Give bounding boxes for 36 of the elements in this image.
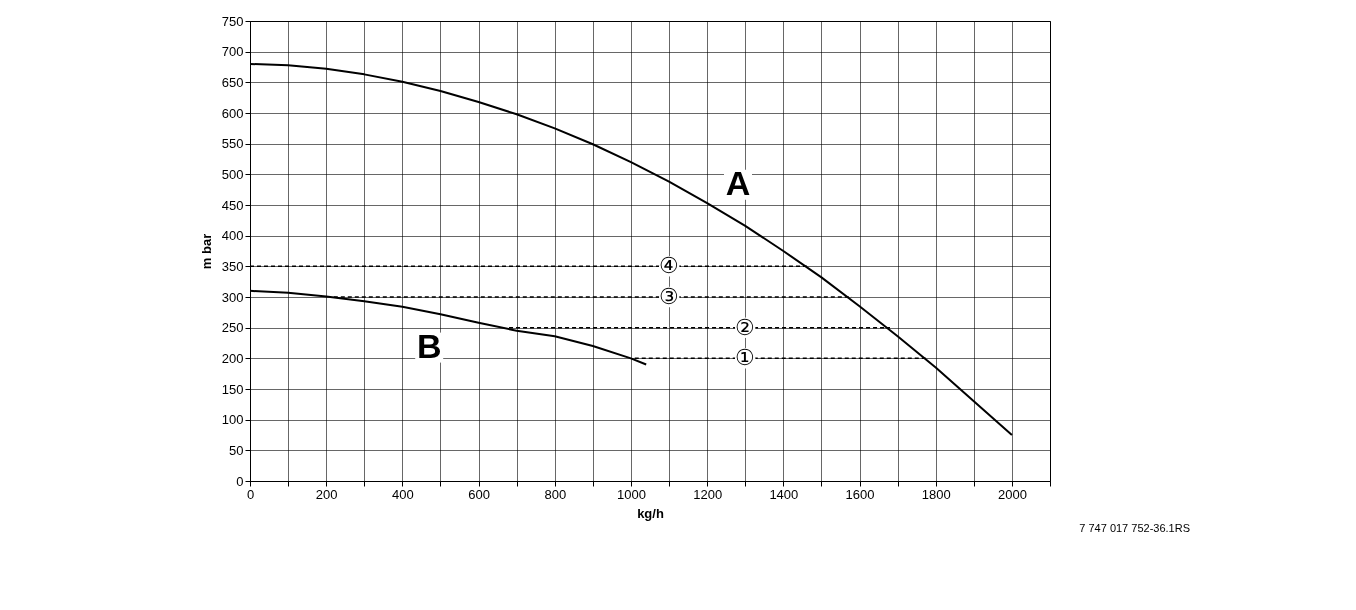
x-tick-label: 800 <box>544 486 567 502</box>
y-tick-label: 200 <box>221 350 244 366</box>
x-tick-label: 1800 <box>921 486 951 502</box>
y-tick-label: 400 <box>221 228 244 244</box>
x-tick-label: 200 <box>315 486 338 502</box>
y-tick-label: 250 <box>221 320 244 336</box>
annotation: ② <box>735 314 756 340</box>
y-tick-label: 650 <box>221 74 244 90</box>
y-tick-label: 0 <box>236 473 244 489</box>
text: 7 747 017 752-36.1RS <box>1079 522 1190 534</box>
y-tick-label: 50 <box>229 442 244 458</box>
y-tick-label: 700 <box>221 44 244 60</box>
x-tick-label: 1600 <box>845 486 875 502</box>
y-tick-label: 750 <box>221 13 244 29</box>
y-tick-label: 500 <box>221 166 244 182</box>
y-tick-label: 550 <box>221 136 244 152</box>
annotation: ① <box>735 345 756 371</box>
y-tick-label: 100 <box>221 412 244 428</box>
x-tick-label: 1000 <box>616 486 646 502</box>
x-tick-label: 600 <box>468 486 490 502</box>
x-tick-label: 400 <box>392 486 414 502</box>
y-tick-label: 450 <box>221 197 244 213</box>
annotation: ④ <box>659 253 680 279</box>
x-tick-label: 1400 <box>769 486 799 502</box>
y-tick-label: 600 <box>221 105 244 121</box>
y-axis-title: m bar <box>198 233 214 270</box>
y-tick-label: 300 <box>221 289 244 305</box>
x-tick-label: 0 <box>246 486 255 502</box>
x-tick-label: 1200 <box>693 486 723 502</box>
y-tick-label: 350 <box>221 258 244 274</box>
annotation: B <box>416 326 442 365</box>
annotation: A <box>725 163 751 202</box>
x-axis-title: kg/h <box>637 505 664 521</box>
x-tick-label: 2000 <box>997 486 1027 502</box>
annotation: ③ <box>659 284 680 309</box>
y-tick-label: 150 <box>221 381 244 397</box>
